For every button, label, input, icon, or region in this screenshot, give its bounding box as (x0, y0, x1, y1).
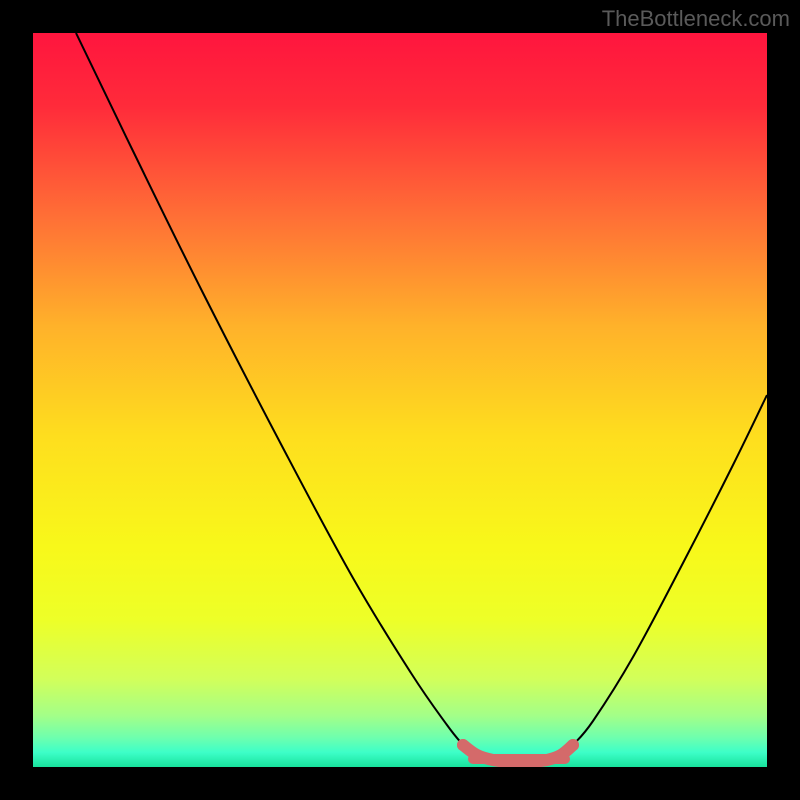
watermark-text: TheBottleneck.com (602, 6, 790, 32)
plot-area (33, 33, 767, 767)
bottleneck-curve (33, 33, 767, 767)
curve-left-branch (76, 33, 463, 745)
chart-container: TheBottleneck.com (0, 0, 800, 800)
curve-right-branch (573, 395, 767, 745)
curve-trough (457, 739, 579, 767)
